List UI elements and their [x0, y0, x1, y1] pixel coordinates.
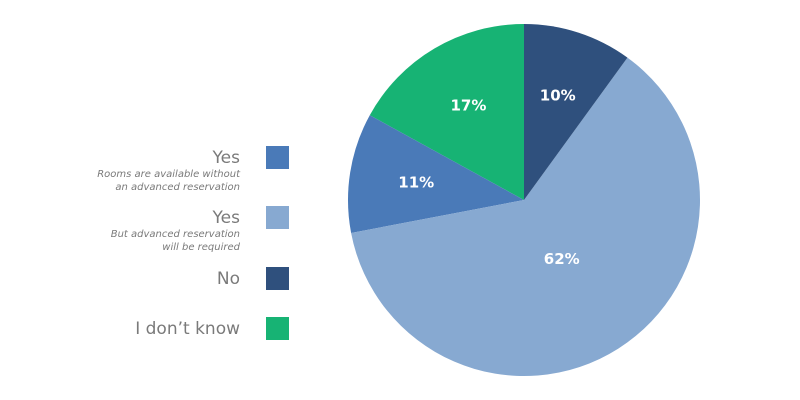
- legend-description: an advanced reservation: [115, 182, 240, 193]
- legend-description: will be required: [162, 242, 240, 253]
- value-label: 10%: [540, 87, 576, 105]
- pie-slice: [348, 115, 524, 233]
- legend-swatch: [266, 146, 289, 169]
- legend-swatch: [266, 206, 289, 229]
- legend-description: But advanced reservation: [111, 229, 240, 240]
- pie-slice: [369, 24, 524, 200]
- legend-label: Yes: [212, 148, 241, 168]
- value-label: 11%: [398, 173, 434, 191]
- legend-label: No: [217, 269, 240, 289]
- legend-label: I don’t know: [135, 319, 240, 339]
- legend-swatch: [266, 267, 289, 290]
- legend-label: Yes: [212, 208, 241, 228]
- pie-slice: [524, 24, 628, 200]
- value-label: 17%: [451, 97, 487, 115]
- legend-swatch: [266, 317, 289, 340]
- value-label: 62%: [544, 250, 580, 268]
- pie-slice: [351, 57, 700, 377]
- legend-description: Rooms are available without: [97, 169, 241, 180]
